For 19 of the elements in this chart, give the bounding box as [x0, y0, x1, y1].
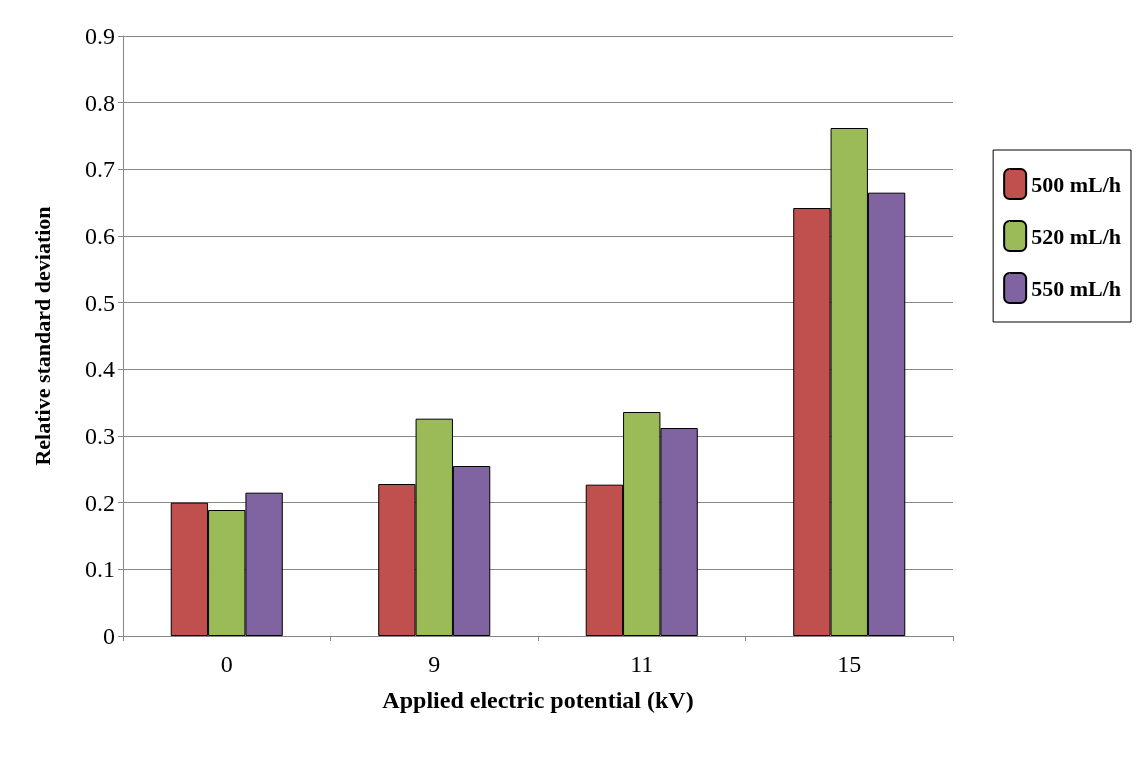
y-tick-label: 0.2	[85, 489, 115, 516]
legend-label: 520 mL/h	[1031, 223, 1122, 249]
y-tick-label: 0.9	[85, 23, 115, 49]
legend-label: 500 mL/h	[1031, 171, 1122, 197]
y-axis-title: Relative standard deviation	[29, 206, 55, 466]
y-tick-label: 0.6	[85, 223, 115, 249]
x-axis-title: Applied electric potential (kV)	[382, 687, 694, 713]
legend-label: 550 mL/h	[1031, 275, 1122, 301]
y-tick-label: 0.7	[85, 156, 115, 183]
x-tick-label: 9	[428, 651, 441, 677]
y-tick-label: 0.8	[85, 89, 115, 116]
y-tick-label: 0.5	[85, 289, 115, 316]
x-tick-label: 15	[837, 651, 862, 677]
x-tick-label: 0	[220, 651, 233, 677]
y-tick-label: 0.3	[85, 423, 115, 449]
y-tick-label: 0	[103, 623, 115, 649]
y-tick-label: 0.1	[85, 556, 115, 583]
y-tick-label: 0.4	[85, 356, 115, 383]
x-tick-label: 11	[630, 651, 654, 677]
